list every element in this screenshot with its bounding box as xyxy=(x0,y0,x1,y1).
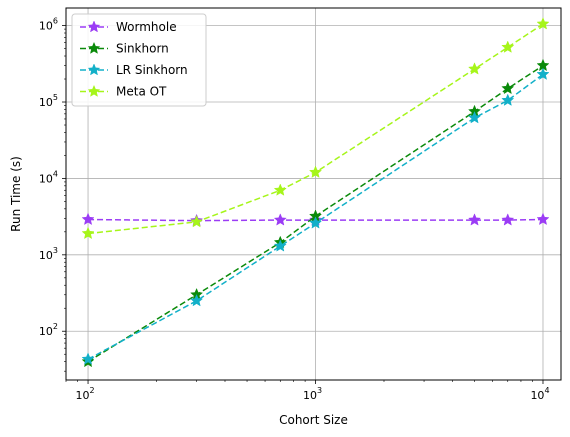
legend-marker-star xyxy=(87,20,101,33)
legend-box xyxy=(71,13,207,107)
axis-ticks: 102 103 104 102 103 104 105 106 xyxy=(39,17,550,402)
data-point-star xyxy=(273,183,287,196)
plot-frame xyxy=(65,7,562,381)
data-point-star xyxy=(81,226,95,240)
data-point-star xyxy=(536,212,550,226)
data-point-star xyxy=(273,239,287,252)
legend-item: Sinkhorn xyxy=(80,42,169,56)
data-point-star xyxy=(501,213,515,226)
series-layer xyxy=(81,17,550,368)
data-point-star xyxy=(309,216,323,229)
data-point-star xyxy=(190,215,204,228)
legend-item: LR Sinkhorn xyxy=(80,63,188,77)
data-point-star xyxy=(501,40,515,53)
data-point-star xyxy=(501,93,515,106)
x-tick-label: 103 xyxy=(303,386,322,402)
legend-label: Sinkhorn xyxy=(116,42,169,56)
y-tick-label: 104 xyxy=(39,169,58,185)
x-tick-label: 102 xyxy=(75,386,94,402)
data-point-star xyxy=(501,81,515,95)
data-point-star xyxy=(468,62,482,75)
data-point-star xyxy=(81,212,95,226)
x-axis-label: Cohort Size xyxy=(279,413,348,427)
x-tick-label: 104 xyxy=(530,386,549,402)
data-point-star xyxy=(536,17,550,30)
y-axis-label: Run Time (s) xyxy=(9,156,23,232)
y-tick-label: 103 xyxy=(39,246,58,262)
series-lr-sinkhorn xyxy=(81,67,550,365)
legend: Wormhole Sinkhorn LR Sinkhorn Meta OT xyxy=(71,13,207,107)
data-point-star xyxy=(468,213,482,226)
data-point-star xyxy=(190,293,204,307)
legend-label: Wormhole xyxy=(116,20,177,34)
legend-item: Wormhole xyxy=(80,20,177,34)
legend-label: Meta OT xyxy=(116,85,167,99)
data-point-star xyxy=(81,352,95,365)
legend-marker-star xyxy=(87,63,101,76)
data-point-star xyxy=(309,165,323,178)
y-tick-label: 102 xyxy=(39,322,58,338)
legend-label: LR Sinkhorn xyxy=(116,63,188,77)
legend-item: Meta OT xyxy=(80,85,167,99)
data-point-star xyxy=(273,213,287,226)
data-point-star xyxy=(536,67,550,80)
y-tick-label: 105 xyxy=(39,93,58,109)
legend-marker-star xyxy=(87,84,101,97)
data-point-star xyxy=(468,111,482,124)
y-tick-label: 106 xyxy=(39,17,58,33)
series-meta-ot xyxy=(81,17,550,240)
legend-marker-star xyxy=(87,41,101,54)
